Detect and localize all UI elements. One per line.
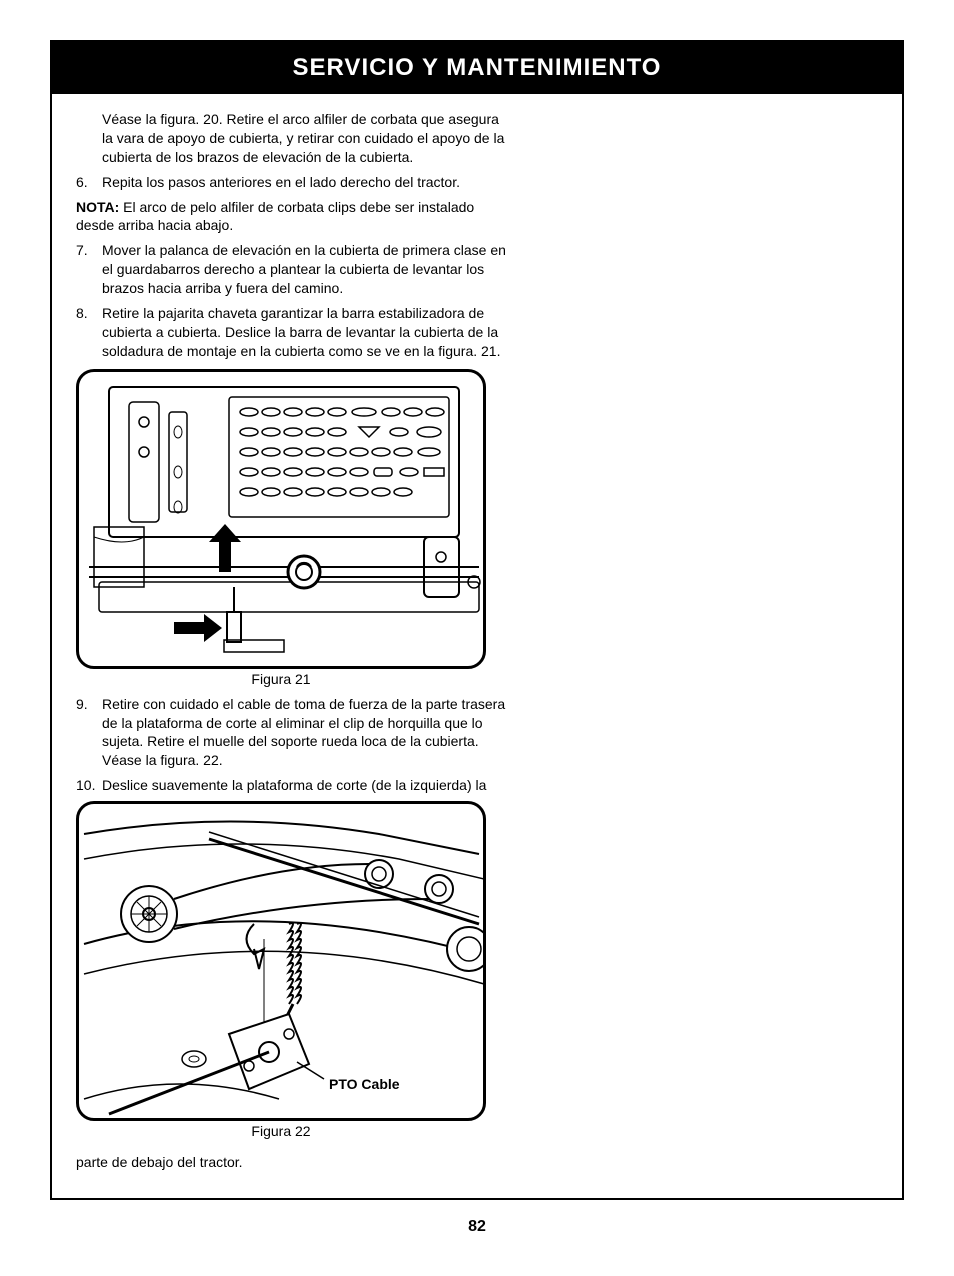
list-item-10: 10. Deslice suavemente la plataforma de … bbox=[76, 776, 506, 795]
section-header: SERVICIO Y MANTENIMIENTO bbox=[52, 42, 902, 94]
nota-label: NOTA: bbox=[76, 199, 119, 215]
figure-22-illustration bbox=[79, 804, 486, 1121]
list-item-7: 7. Mover la palanca de elevación en la c… bbox=[76, 241, 506, 298]
list-item-8: 8. Retire la pajarita chaveta garantizar… bbox=[76, 304, 506, 361]
text-column: Véase la figura. 20. Retire el arco alfi… bbox=[76, 110, 506, 1172]
list-text: Retire la pajarita chaveta garantizar la… bbox=[102, 304, 506, 361]
page-number: 82 bbox=[50, 1218, 904, 1236]
list-number: 7. bbox=[76, 241, 102, 298]
list-number: 6. bbox=[76, 173, 102, 192]
pto-cable-label: PTO Cable bbox=[329, 1076, 400, 1092]
list-item-9: 9. Retire con cuidado el cable de toma d… bbox=[76, 695, 506, 771]
list-text: Deslice suavemente la plataforma de cort… bbox=[102, 776, 506, 795]
list-item-6: 6. Repita los pasos anteriores en el lad… bbox=[76, 173, 506, 192]
list-number: 10. bbox=[76, 776, 102, 795]
figure-22: PTO Cable bbox=[76, 801, 486, 1121]
trailing-paragraph: parte de debajo del tractor. bbox=[76, 1153, 506, 1172]
list-text: Retire con cuidado el cable de toma de f… bbox=[102, 695, 506, 771]
figure-22-caption: Figura 22 bbox=[76, 1123, 486, 1139]
list-text: Repita los pasos anteriores en el lado d… bbox=[102, 173, 506, 192]
list-text: Mover la palanca de elevación en la cubi… bbox=[102, 241, 506, 298]
page-content: Véase la figura. 20. Retire el arco alfi… bbox=[52, 94, 902, 1198]
figure-21 bbox=[76, 369, 486, 669]
figure-21-illustration bbox=[79, 372, 486, 669]
nota-paragraph: NOTA: El arco de pelo alfiler de corbata… bbox=[76, 198, 506, 236]
figure-21-caption: Figura 21 bbox=[76, 671, 486, 687]
intro-paragraph: Véase la figura. 20. Retire el arco alfi… bbox=[76, 110, 506, 167]
list-number: 8. bbox=[76, 304, 102, 361]
nota-text: El arco de pelo alfiler de corbata clips… bbox=[76, 199, 474, 234]
page-border: SERVICIO Y MANTENIMIENTO Véase la figura… bbox=[50, 40, 904, 1200]
list-number: 9. bbox=[76, 695, 102, 771]
